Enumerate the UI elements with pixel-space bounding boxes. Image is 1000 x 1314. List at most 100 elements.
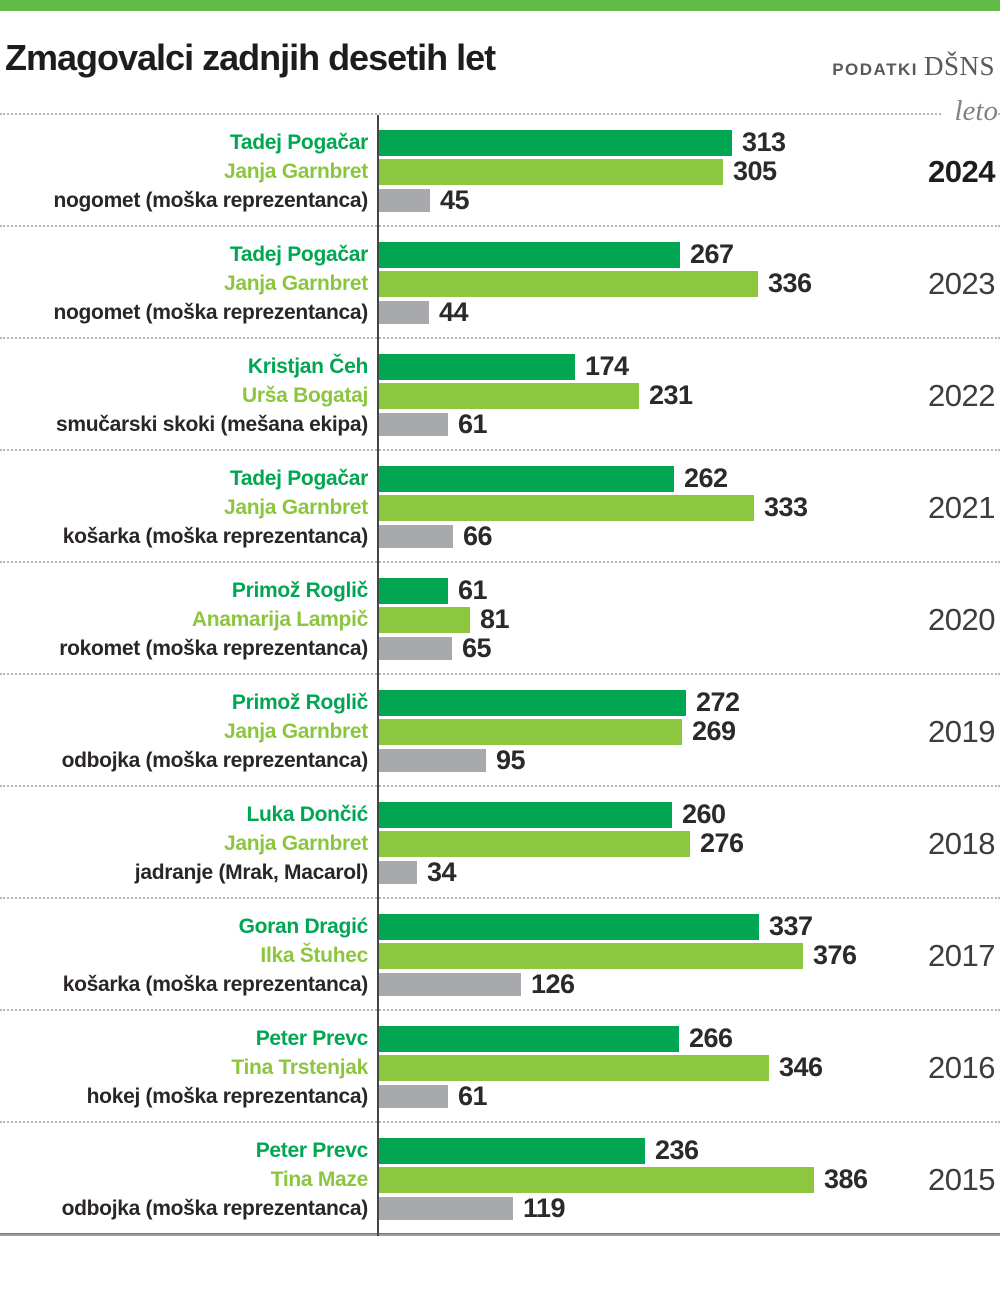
bar-row: Peter Prevc 236 bbox=[0, 1135, 1000, 1165]
bar-row: Goran Dragić 337 bbox=[0, 911, 1000, 941]
team-bar bbox=[379, 413, 448, 436]
value-label: 65 bbox=[462, 633, 492, 663]
male-bar bbox=[379, 353, 575, 380]
male-winner-label: Luka Dončić bbox=[246, 802, 368, 826]
value-label: 174 bbox=[585, 351, 629, 381]
bar-row: Tadej Pogačar 313 bbox=[0, 127, 1000, 157]
male-bar bbox=[379, 577, 448, 604]
value-label: 386 bbox=[824, 1164, 868, 1194]
value-label: 376 bbox=[813, 940, 857, 970]
bar-row: Primož Roglič 61 bbox=[0, 575, 1000, 605]
year-group: Primož Roglič 61 Anamarija Lampič 81 rok… bbox=[0, 563, 1000, 675]
male-winner-label: Peter Prevc bbox=[255, 1138, 369, 1162]
year-group: Tadej Pogačar 267 Janja Garnbret 336 nog… bbox=[0, 227, 1000, 339]
bar-row: Janja Garnbret 269 bbox=[0, 716, 1000, 746]
female-bar bbox=[379, 158, 723, 185]
female-winner-label: Urša Bogataj bbox=[242, 383, 368, 407]
value-label: 266 bbox=[689, 1023, 733, 1053]
value-label: 305 bbox=[733, 156, 777, 186]
bar-row: Tina Maze 386 bbox=[0, 1164, 1000, 1194]
value-label: 262 bbox=[684, 463, 728, 493]
value-label: 267 bbox=[690, 239, 734, 269]
team-bar bbox=[379, 973, 521, 996]
male-winner-label: Tadej Pogačar bbox=[229, 130, 368, 154]
value-label: 236 bbox=[655, 1135, 699, 1165]
bar-row: hokej (moška reprezentanca) 61 bbox=[0, 1081, 1000, 1111]
female-bar bbox=[379, 1166, 814, 1193]
team-winner-label: jadranje (Mrak, Macarol) bbox=[134, 860, 369, 884]
year-group: Peter Prevc 266 Tina Trstenjak 346 hokej… bbox=[0, 1011, 1000, 1123]
team-winner-label: košarka (moška reprezentanca) bbox=[62, 524, 369, 548]
team-winner-label: smučarski skoki (mešana ekipa) bbox=[55, 412, 368, 436]
chart-header: Zmagovalci zadnjih desetih let PODATKI DŠ… bbox=[0, 11, 1000, 126]
male-bar bbox=[379, 913, 759, 940]
source-label: PODATKI bbox=[832, 60, 918, 79]
team-bar bbox=[379, 637, 452, 660]
value-label: 276 bbox=[700, 828, 744, 858]
value-label: 119 bbox=[523, 1193, 566, 1223]
year-label: 2021 bbox=[928, 490, 995, 525]
value-label: 34 bbox=[427, 857, 457, 887]
bar-row: smučarski skoki (mešana ekipa) 61 bbox=[0, 409, 1000, 439]
team-winner-label: rokomet (moška reprezentanca) bbox=[59, 636, 368, 660]
value-label: 61 bbox=[458, 1081, 488, 1111]
bar-row: košarka (moška reprezentanca) 126 bbox=[0, 969, 1000, 999]
male-winner-label: Primož Roglič bbox=[231, 690, 368, 714]
data-source: PODATKI DŠNS bbox=[832, 51, 995, 82]
chart-bottom-rule bbox=[0, 1233, 1000, 1236]
female-bar bbox=[379, 494, 754, 521]
value-label: 44 bbox=[439, 297, 469, 327]
year-label: 2017 bbox=[928, 938, 995, 973]
page-title: Zmagovalci zadnjih desetih let bbox=[5, 37, 496, 78]
male-winner-label: Peter Prevc bbox=[255, 1026, 369, 1050]
value-label: 269 bbox=[692, 716, 736, 746]
value-label: 333 bbox=[764, 492, 808, 522]
female-winner-label: Tina Maze bbox=[270, 1167, 369, 1191]
value-label: 61 bbox=[458, 409, 488, 439]
year-label: 2019 bbox=[928, 714, 995, 749]
year-group: Primož Roglič 272 Janja Garnbret 269 odb… bbox=[0, 675, 1000, 787]
source-name: DŠNS bbox=[923, 51, 995, 81]
bar-row: Kristjan Čeh 174 bbox=[0, 351, 1000, 381]
year-label: 2015 bbox=[928, 1162, 995, 1197]
bar-row: Luka Dončić 260 bbox=[0, 799, 1000, 829]
female-bar bbox=[379, 606, 470, 633]
bar-row: košarka (moška reprezentanca) 66 bbox=[0, 521, 1000, 551]
female-bar bbox=[379, 942, 803, 969]
value-label: 81 bbox=[480, 604, 510, 634]
year-group: Tadej Pogačar 262 Janja Garnbret 333 koš… bbox=[0, 451, 1000, 563]
male-winner-label: Tadej Pogačar bbox=[229, 466, 368, 490]
bar-row: jadranje (Mrak, Macarol) 34 bbox=[0, 857, 1000, 887]
value-label: 272 bbox=[696, 687, 740, 717]
year-label: 2024 bbox=[928, 154, 995, 189]
female-bar bbox=[379, 718, 682, 745]
bar-row: Tadej Pogačar 267 bbox=[0, 239, 1000, 269]
year-group: Peter Prevc 236 Tina Maze 386 odbojka (m… bbox=[0, 1123, 1000, 1233]
team-bar bbox=[379, 525, 453, 548]
team-bar bbox=[379, 1085, 448, 1108]
value-label: 231 bbox=[649, 380, 693, 410]
female-winner-label: Ilka Štuhec bbox=[260, 943, 368, 967]
male-winner-label: Tadej Pogačar bbox=[229, 242, 368, 266]
team-bar bbox=[379, 861, 417, 884]
year-axis-caption: leto bbox=[940, 97, 998, 126]
male-winner-label: Primož Roglič bbox=[231, 578, 368, 602]
bar-row: Tina Trstenjak 346 bbox=[0, 1052, 1000, 1082]
female-winner-label: Anamarija Lampič bbox=[191, 607, 368, 631]
value-label: 313 bbox=[742, 127, 786, 157]
value-label: 95 bbox=[496, 745, 526, 775]
bar-row: Primož Roglič 272 bbox=[0, 687, 1000, 717]
female-winner-label: Janja Garnbret bbox=[223, 719, 368, 743]
team-winner-label: košarka (moška reprezentanca) bbox=[62, 972, 369, 996]
chart-area: Tadej Pogačar 313 Janja Garnbret 305 nog… bbox=[0, 115, 1000, 1236]
female-bar bbox=[379, 830, 690, 857]
bar-row: Ilka Štuhec 376 bbox=[0, 940, 1000, 970]
value-label: 260 bbox=[682, 799, 726, 829]
year-label: 2022 bbox=[928, 378, 995, 413]
bar-row: Janja Garnbret 276 bbox=[0, 828, 1000, 858]
year-label: 2016 bbox=[928, 1050, 995, 1085]
value-label: 336 bbox=[768, 268, 812, 298]
team-bar bbox=[379, 749, 486, 772]
year-label: 2023 bbox=[928, 266, 995, 301]
bar-row: Janja Garnbret 333 bbox=[0, 492, 1000, 522]
